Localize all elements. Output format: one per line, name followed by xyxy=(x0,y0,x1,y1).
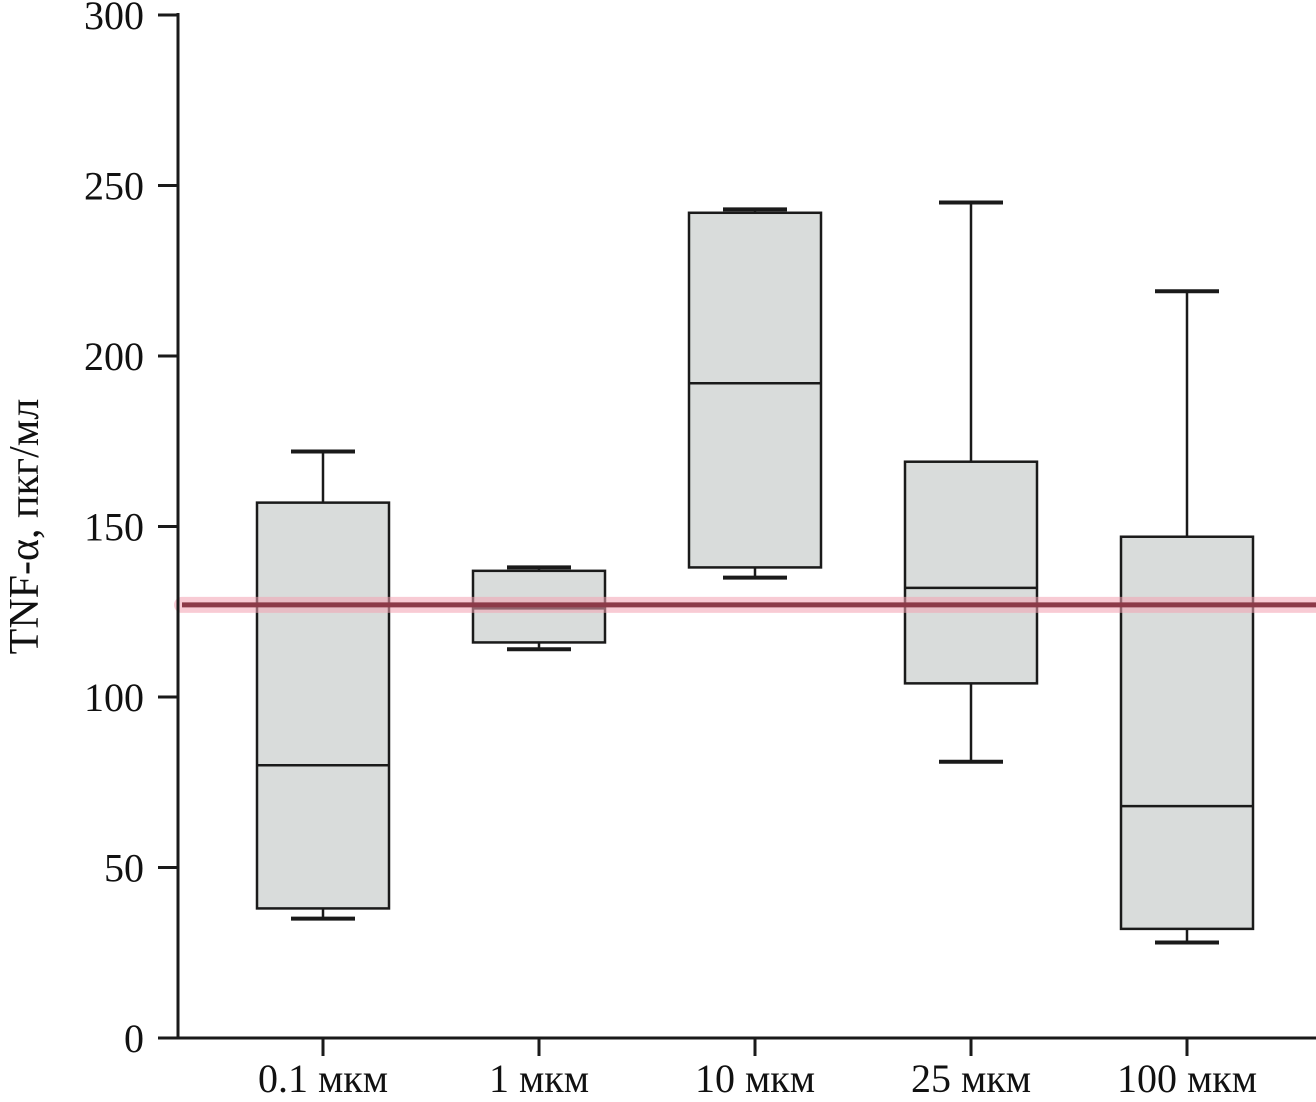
y-tick-label: 250 xyxy=(84,164,144,209)
y-axis-title: TNF-α, пкг/мл xyxy=(2,399,48,655)
y-tick-label: 200 xyxy=(84,334,144,379)
x-tick-label: 1 мкм xyxy=(489,1056,589,1101)
y-tick-label: 0 xyxy=(124,1016,144,1061)
iqr-box xyxy=(903,460,1039,685)
y-tick-label: 150 xyxy=(84,505,144,550)
x-tick-label: 0.1 мкм xyxy=(258,1056,388,1101)
iqr-box xyxy=(687,211,823,569)
iqr-box xyxy=(255,501,391,910)
x-tick-label: 10 мкм xyxy=(695,1056,815,1101)
y-tick-label: 50 xyxy=(104,846,144,891)
iqr-box xyxy=(1119,535,1255,931)
y-tick-label: 100 xyxy=(84,675,144,720)
x-tick-label: 25 мкм xyxy=(911,1056,1031,1101)
x-tick-label: 100 мкм xyxy=(1117,1056,1257,1101)
y-tick-label: 300 xyxy=(84,0,144,38)
